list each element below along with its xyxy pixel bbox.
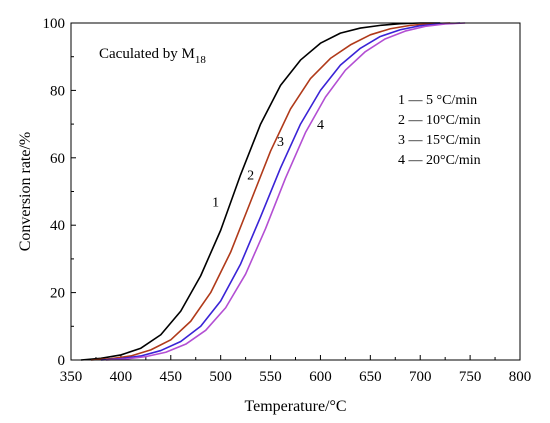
curve-label-4: 4 bbox=[317, 118, 324, 133]
legend-entry-1: 1 — 5 °C/min bbox=[398, 93, 477, 108]
x-tick-label: 700 bbox=[409, 369, 432, 385]
curve-label-3: 3 bbox=[277, 135, 284, 150]
series-layer: 1 2 3 4 bbox=[80, 22, 466, 361]
x-axis-title: Temperature/°C bbox=[244, 398, 346, 415]
legend-entry-3: 3 — 15°C/min bbox=[398, 133, 481, 148]
x-tick-label: 800 bbox=[509, 369, 532, 385]
method-annotation-text: Caculated by M bbox=[99, 46, 195, 62]
method-annotation: Caculated by M18 bbox=[99, 46, 206, 66]
series-line-4 bbox=[105, 22, 466, 361]
curve-label-1: 1 bbox=[212, 196, 219, 211]
series-line-3 bbox=[100, 22, 461, 361]
legend: 1 — 5 °C/min 2 — 10°C/min 3 — 15°C/min 4… bbox=[398, 93, 481, 168]
method-annotation-subscript: 18 bbox=[195, 54, 207, 66]
legend-entry-2: 2 — 10°C/min bbox=[398, 113, 481, 128]
x-tick-label: 500 bbox=[209, 369, 232, 385]
x-tick-label: 400 bbox=[110, 369, 133, 385]
x-tick-label: 600 bbox=[309, 369, 332, 385]
y-tick-label: 60 bbox=[50, 151, 65, 167]
tick-layer: 350 400 450 500 550 600 650 700 750 800 0 20 40 60 80 1… bbox=[43, 16, 532, 385]
series-line-1 bbox=[80, 22, 441, 361]
x-tick-label: 450 bbox=[160, 369, 183, 385]
curve-label-2: 2 bbox=[247, 169, 254, 184]
x-tick-label: 350 bbox=[60, 369, 83, 385]
legend-entry-4: 4 — 20°C/min bbox=[398, 153, 481, 168]
x-tick-label: 750 bbox=[459, 369, 482, 385]
series-line-2 bbox=[90, 22, 451, 361]
y-tick-label: 20 bbox=[50, 286, 65, 302]
y-axis-title: Conversion rate/% bbox=[17, 132, 34, 252]
y-tick-label: 100 bbox=[43, 16, 66, 32]
x-tick-label: 650 bbox=[359, 369, 382, 385]
plot-frame bbox=[70, 22, 521, 361]
y-tick-label: 0 bbox=[58, 353, 66, 369]
x-tick-label: 550 bbox=[259, 369, 282, 385]
y-tick-label: 40 bbox=[50, 218, 65, 234]
y-tick-label: 80 bbox=[50, 83, 65, 99]
